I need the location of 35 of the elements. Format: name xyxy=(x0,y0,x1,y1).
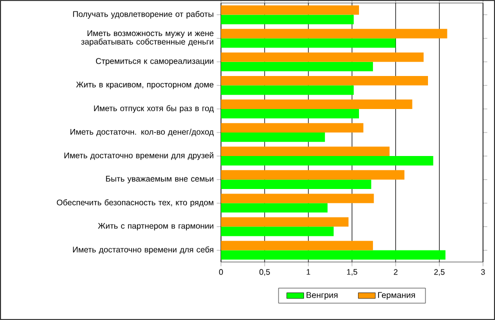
bar xyxy=(221,5,359,15)
bar xyxy=(221,240,373,250)
bar xyxy=(221,100,412,109)
bar xyxy=(221,217,349,227)
bar xyxy=(221,28,448,38)
bar xyxy=(221,250,446,260)
bar xyxy=(221,85,354,95)
y-tick-label: Жить с партнером в гармонии xyxy=(98,223,214,230)
y-tick-label: Получать удовлетворение от работы xyxy=(73,10,214,19)
y-tick-label: Обеспечить безопасность тех, кто рядом xyxy=(56,199,214,207)
y-tick-label: Стремиться к самореализации xyxy=(96,58,214,66)
y-tick-label: Жить в красивом, просторном доме xyxy=(76,82,214,90)
bar xyxy=(221,108,359,118)
bar xyxy=(221,203,328,213)
bar xyxy=(221,226,334,236)
bar xyxy=(221,170,404,180)
bar xyxy=(221,180,372,190)
bar xyxy=(221,156,434,166)
bar xyxy=(221,52,424,62)
bar xyxy=(221,76,428,86)
y-tick-label: Быть уважаемым вне семьи xyxy=(106,176,214,184)
y-tick-label: Иметь достаточн. кол-во денег/доход xyxy=(70,128,214,136)
bar xyxy=(221,14,354,24)
y-tick-label: Иметь отпуск хотя бы раз в год xyxy=(94,105,214,113)
legend-label: Германия xyxy=(378,292,415,300)
y-tick-label: Иметь достаточно времени для друзей xyxy=(64,152,214,160)
bar xyxy=(221,38,396,48)
legend-label: Венгрия xyxy=(306,292,338,300)
y-tick-label: Иметь возможность мужу и жене зарабатывать собственные деньги xyxy=(81,30,214,46)
bar xyxy=(221,194,374,204)
bar xyxy=(221,146,390,156)
y-tick-label: Иметь достаточно времени для себя xyxy=(73,246,214,254)
bar xyxy=(221,123,364,132)
bar xyxy=(221,132,325,142)
bar xyxy=(221,62,373,72)
